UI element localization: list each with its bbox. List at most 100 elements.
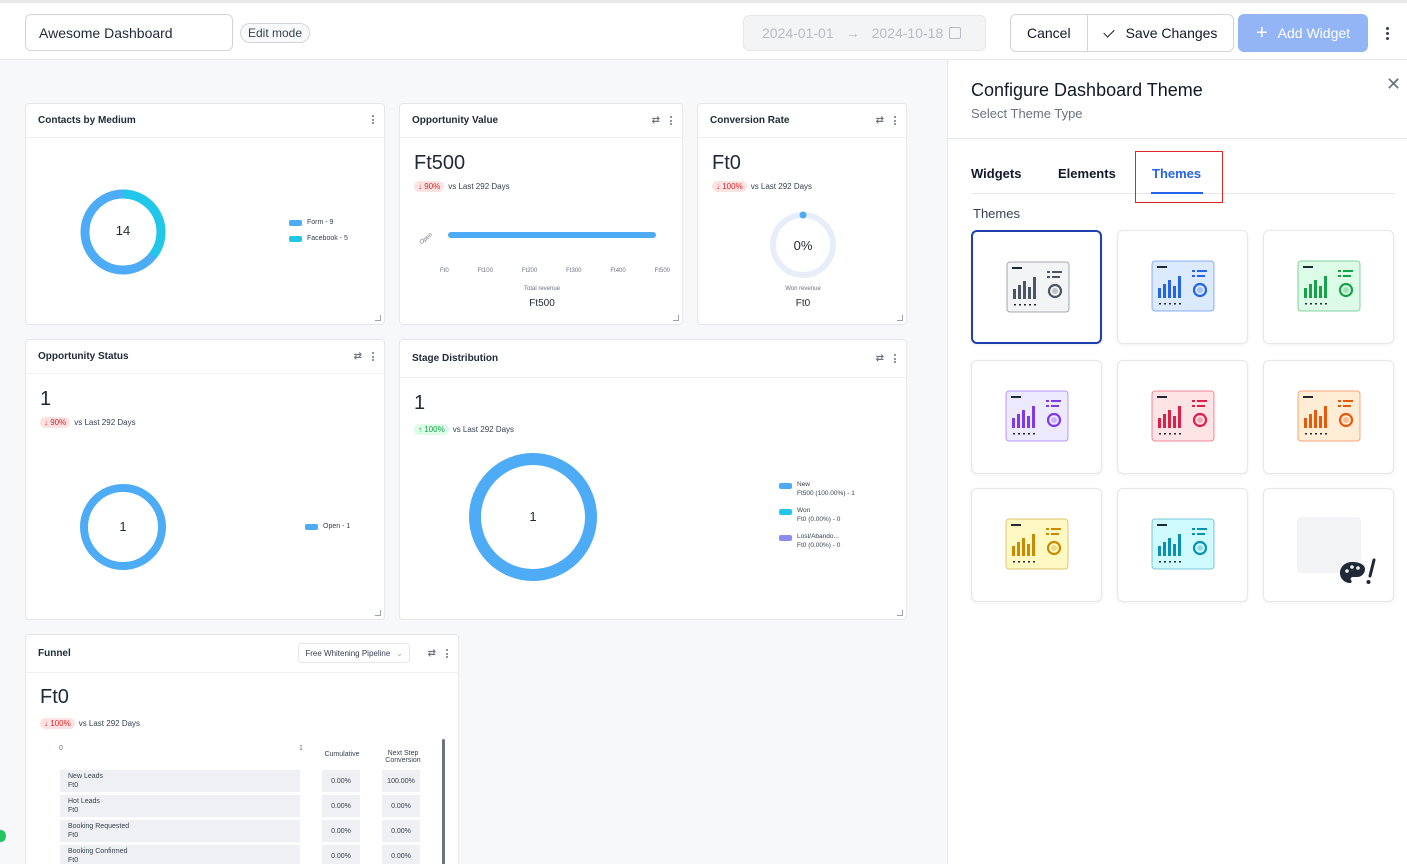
swap-icon[interactable]: ⇄ — [427, 648, 436, 659]
tab-themes[interactable]: Themes — [1152, 166, 1202, 181]
pipeline-select[interactable]: Free Whitening Pipeline ⌄ — [298, 643, 410, 663]
cumulative-cell: 0.00% — [322, 820, 360, 842]
legend-item[interactable]: Facebook - 5 — [289, 235, 348, 242]
resize-handle[interactable] — [897, 315, 903, 321]
save-changes-button[interactable]: Save Changes — [1086, 15, 1234, 51]
widget-menu-icon[interactable] — [372, 352, 374, 361]
widget-title: Conversion Rate — [710, 115, 790, 126]
widget-opportunity-status[interactable]: Opportunity Status ⇄ 1 ↓ 90% vs Last 292 … — [25, 339, 385, 620]
close-icon[interactable]: ✕ — [1386, 74, 1402, 94]
theme-option-custom-palette[interactable] — [1263, 488, 1394, 602]
scrollbar[interactable] — [442, 739, 445, 864]
add-widget-button[interactable]: + Add Widget — [1238, 14, 1368, 52]
theme-config-panel: Configure Dashboard Theme Select Theme T… — [947, 60, 1407, 864]
widget-menu-icon[interactable] — [670, 116, 672, 125]
widget-title: Opportunity Status — [38, 351, 129, 362]
legend-item[interactable]: Open - 1 — [305, 523, 350, 530]
widget-contacts-by-medium[interactable]: Contacts by Medium 14 Form - 9 Facebook … — [25, 103, 385, 325]
widget-menu-icon[interactable] — [372, 115, 374, 124]
widget-menu-icon[interactable] — [894, 354, 896, 363]
tab-widgets[interactable]: Widgets — [971, 166, 1022, 181]
tab-elements[interactable]: Elements — [1058, 166, 1116, 181]
theme-preview-icon — [1151, 518, 1215, 570]
footer-label: Total revenue — [523, 286, 561, 292]
x-axis-ticks: Ft0 Ft100 Ft200 Ft300 Ft400 Ft500 — [440, 268, 670, 274]
theme-option-orange[interactable] — [1263, 360, 1394, 474]
funnel-row[interactable]: Hot Leads Ft0 — [60, 795, 300, 817]
dashboard-name-input[interactable]: Awesome Dashboard — [25, 14, 233, 51]
theme-option-blue[interactable] — [1117, 230, 1248, 344]
opportunity-value-amount: Ft500 — [414, 152, 466, 174]
stage-donut-total: 1 — [529, 509, 537, 524]
calendar-icon — [949, 27, 962, 39]
delta-indicator: ↓ 90% vs Last 292 Days — [414, 181, 510, 192]
conversion-value: Ft0 — [712, 152, 741, 174]
delta-indicator: ↓ 90% vs Last 292 Days — [40, 417, 136, 428]
swap-icon[interactable]: ⇄ — [651, 115, 660, 126]
gauge-value: 0% — [793, 238, 813, 253]
theme-preview-icon — [1297, 260, 1361, 312]
funnel-row[interactable]: Booking Confirmed Ft0 — [60, 845, 300, 864]
contacts-donut-chart — [80, 189, 166, 275]
widget-funnel[interactable]: Funnel Free Whitening Pipeline ⌄ ⇄ Ft0 ↓ … — [25, 634, 459, 864]
theme-option-yellow[interactable] — [971, 488, 1102, 602]
theme-option-purple[interactable] — [971, 360, 1102, 474]
legend-item[interactable]: Lost/Abando... Ft0 (0.00%) - 0 — [779, 532, 855, 550]
themes-section-label: Themes — [973, 206, 1020, 221]
widget-menu-icon[interactable] — [894, 116, 896, 125]
tab-highlight-box — [1135, 151, 1223, 203]
widget-header: Conversion Rate ⇄ — [698, 104, 906, 138]
status-donut-chart — [80, 484, 166, 570]
date-start: 2024-01-01 — [762, 25, 834, 41]
swap-icon[interactable]: ⇄ — [875, 353, 884, 364]
resize-handle[interactable] — [375, 610, 381, 616]
funnel-row[interactable]: New Leads Ft0 — [60, 770, 300, 792]
footer-label: Won revenue — [785, 286, 821, 292]
status-legend: Open - 1 — [305, 523, 350, 539]
widget-stage-distribution[interactable]: Stage Distribution ⇄ 1 ↑ 100% vs Last 292… — [399, 339, 907, 620]
widget-title: Funnel — [38, 648, 71, 659]
widget-menu-icon[interactable] — [446, 649, 448, 658]
theme-preview-icon — [1297, 390, 1361, 442]
legend-item[interactable]: Form - 9 — [289, 219, 348, 226]
bar-category-label: Open — [418, 231, 434, 247]
theme-option-green[interactable] — [1263, 230, 1394, 344]
widget-conversion-rate[interactable]: Conversion Rate ⇄ Ft0 ↓ 100% vs Last 292 … — [697, 103, 907, 325]
next-step-cell: 0.00% — [382, 795, 420, 817]
contacts-legend: Form - 9 Facebook - 5 — [289, 219, 348, 251]
delta-indicator: ↑ 100% vs Last 292 Days — [414, 424, 514, 435]
delta-indicator: ↓ 100% vs Last 292 Days — [712, 181, 812, 192]
widget-opportunity-value[interactable]: Opportunity Value ⇄ Ft500 ↓ 90% vs Last 2… — [399, 103, 683, 325]
funnel-row[interactable]: Booking Requested Ft0 — [60, 820, 300, 842]
divider — [948, 138, 1407, 139]
theme-option-cyan[interactable] — [1117, 488, 1248, 602]
date-range-picker[interactable]: 2024-01-01 → 2024-10-18 — [743, 15, 986, 51]
swap-icon[interactable]: ⇄ — [353, 351, 362, 362]
next-step-header: Next Step Conversion — [385, 750, 421, 764]
widget-title: Stage Distribution — [412, 353, 499, 364]
widget-header: Opportunity Value ⇄ — [400, 104, 682, 138]
resize-handle[interactable] — [375, 315, 381, 321]
date-arrow: → — [845, 25, 860, 41]
more-options-icon[interactable] — [1380, 23, 1394, 43]
legend-item[interactable]: New Ft500 (100.00%) - 1 — [779, 480, 855, 498]
theme-option-pink[interactable] — [1117, 360, 1248, 474]
legend-item[interactable]: Won Ft0 (0.00%) - 0 — [779, 506, 855, 524]
footer-value: Ft500 — [529, 298, 555, 309]
active-tab-indicator — [1151, 192, 1203, 194]
widget-header: Funnel Free Whitening Pipeline ⌄ ⇄ — [26, 635, 458, 673]
theme-preview-icon — [1005, 518, 1069, 570]
theme-option-gray[interactable] — [971, 230, 1102, 344]
cumulative-cell: 0.00% — [322, 770, 360, 792]
next-step-cell: 0.00% — [382, 820, 420, 842]
stage-legend: New Ft500 (100.00%) - 1 Won Ft0 (0.00%) - … — [779, 480, 855, 558]
save-changes-label: Save Changes — [1125, 25, 1218, 41]
revenue-bar[interactable] — [448, 232, 656, 238]
cumulative-header: Cumulative — [324, 751, 360, 758]
resize-handle[interactable] — [673, 315, 679, 321]
swap-icon[interactable]: ⇄ — [875, 115, 884, 126]
theme-preview-icon — [1006, 261, 1070, 313]
cancel-button[interactable]: Cancel — [1027, 25, 1071, 41]
widget-title: Contacts by Medium — [38, 115, 136, 126]
resize-handle[interactable] — [897, 610, 903, 616]
